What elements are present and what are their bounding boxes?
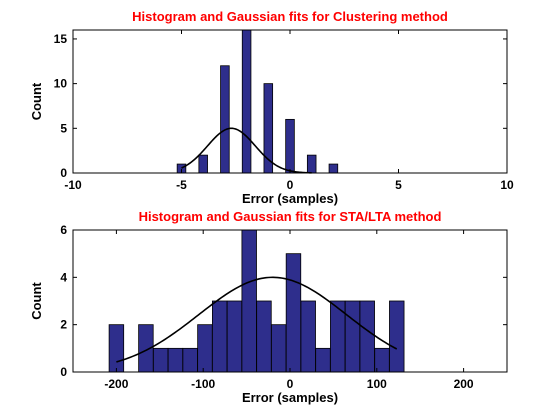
histogram-bar: [389, 300, 405, 373]
histogram-bar: [197, 324, 213, 373]
chart-panel-2: -200 -100 0 100 200 0 2 4 6 Histogram and Gaussia…: [29, 209, 508, 405]
histogram-bar: [108, 324, 125, 373]
histogram-bar: [152, 347, 169, 373]
histogram-bar: [344, 300, 361, 373]
x-tick-label: 10: [500, 178, 514, 192]
histogram-bar: [328, 163, 339, 174]
histogram-bar: [167, 347, 184, 373]
histogram-bar: [241, 229, 257, 373]
histogram-bar: [241, 29, 252, 174]
histogram-bar: [315, 347, 331, 373]
y-tick-label: 2: [60, 318, 67, 332]
histogram-bar: [226, 300, 243, 373]
y-tick-label: 10: [54, 77, 68, 91]
x-tick-label: -10: [64, 178, 82, 192]
chart-title: Histogram and Gaussian fits for STA/LTA …: [139, 209, 442, 224]
chart-title: Histogram and Gaussian fits for Clusteri…: [132, 9, 448, 24]
gaussian-fit-curve: [116, 276, 398, 363]
histogram-bar: [212, 300, 228, 373]
x-axis-label: Error (samples): [242, 390, 338, 405]
histogram-bar: [359, 300, 375, 373]
x-tick-label: 100: [367, 377, 387, 391]
y-tick-label: 5: [60, 121, 67, 135]
histogram-bar: [198, 154, 208, 174]
x-tick-label: 0: [287, 377, 294, 391]
histogram-bar: [285, 253, 302, 373]
y-tick-label: 6: [60, 223, 67, 237]
histogram-bar: [306, 154, 317, 174]
y-axis-label: Count: [29, 82, 44, 120]
histogram-bar: [256, 300, 272, 373]
y-axis-label: Count: [29, 282, 44, 320]
histogram-bar: [285, 118, 295, 174]
histogram-bar: [271, 324, 287, 373]
x-tick-label: -100: [191, 377, 215, 391]
histogram-bar: [220, 65, 230, 174]
x-tick-label: -200: [104, 377, 128, 391]
x-tick-label: 5: [395, 178, 402, 192]
x-tick-label: 200: [454, 377, 474, 391]
y-tick-label: 0: [60, 166, 67, 180]
y-tick-label: 15: [54, 32, 68, 46]
y-tick-label: 4: [60, 270, 67, 284]
histogram-bar: [182, 347, 198, 373]
x-tick-label: 0: [287, 178, 294, 192]
x-tick-label: -5: [176, 178, 187, 192]
histogram-bar: [300, 300, 316, 373]
chart-panel-1: -10 -5 0 5 10 0 5 10 15 Histogram and Gaussian fi…: [29, 9, 514, 206]
x-axis-label: Error (samples): [242, 191, 338, 206]
y-tick-label: 0: [60, 365, 67, 379]
